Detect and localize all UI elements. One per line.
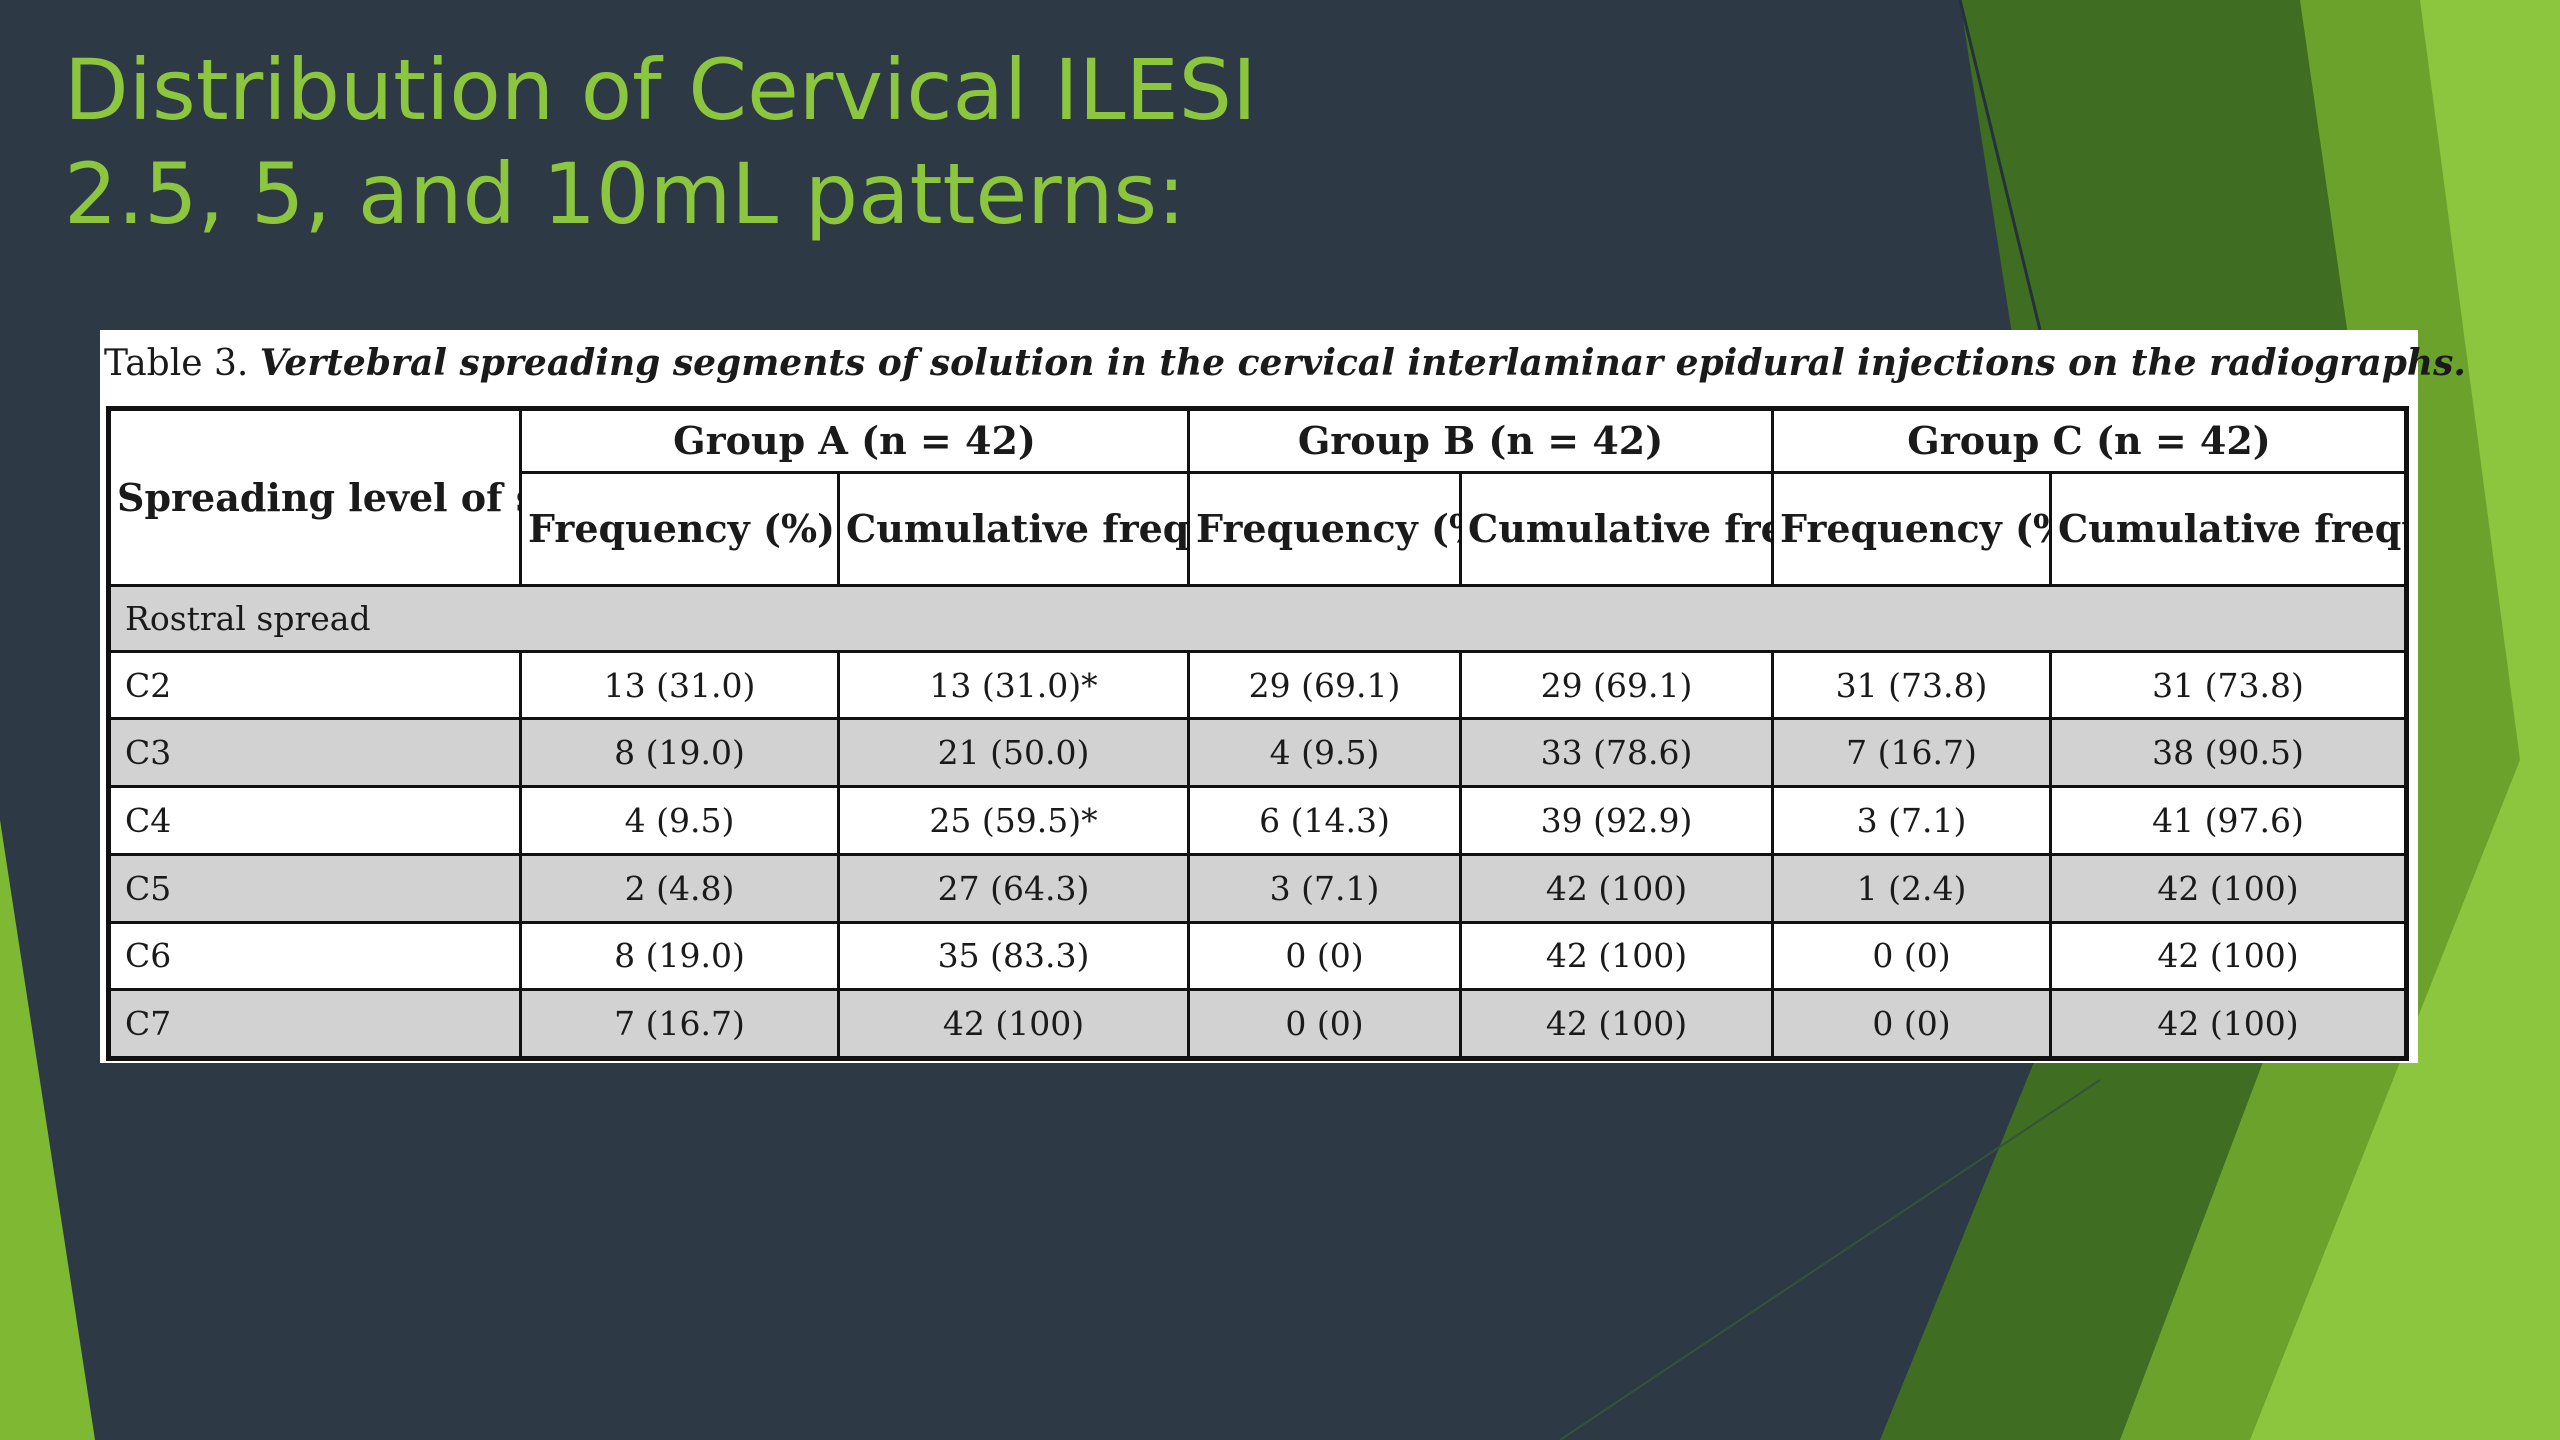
data-cell: 1 (2.4) xyxy=(1771,852,2053,924)
subheader-row: Frequency (%) Cumulative frequency (%) F… xyxy=(109,471,2409,587)
spreading-table: Spreading level of spine Group A (n = 42… xyxy=(106,406,2410,1061)
data-cell: 29 (69.1) xyxy=(1187,649,1463,721)
table-row: C2 13 (31.0) 13 (31.0)* 29 (69.1) 29 (69… xyxy=(107,649,2409,721)
data-cell: 31 (73.8) xyxy=(2049,649,2409,721)
level-header: Spreading level of spine xyxy=(107,407,522,587)
cum-header: Cumulative frequency (%) xyxy=(836,471,1191,587)
slide-title-line-2: 2.5, 5, and 10mL patterns: xyxy=(64,145,1186,243)
table-row: C4 4 (9.5) 25 (59.5)* 6 (14.3) 39 (92.9)… xyxy=(107,785,2409,856)
data-cell: 8 (19.0) xyxy=(519,920,840,992)
data-cell: 38 (90.5) xyxy=(2049,717,2409,789)
data-cell: 2 (4.8) xyxy=(519,852,840,924)
data-cell: 31 (73.8) xyxy=(1771,649,2053,721)
data-cell: 42 (100) xyxy=(2049,988,2409,1060)
data-cell: 0 (0) xyxy=(1187,988,1463,1060)
level-cell: C4 xyxy=(107,785,522,856)
group-b-header: Group B (n = 42) xyxy=(1187,407,1775,474)
table-caption: Table 3. Vertebral spreading segments of… xyxy=(104,338,2466,388)
level-cell: C6 xyxy=(107,920,522,992)
data-cell: 6 (14.3) xyxy=(1187,785,1463,856)
cum-header: Cumulative frequency (%) xyxy=(1459,471,1775,587)
data-cell: 7 (16.7) xyxy=(1771,717,2053,789)
level-cell: C7 xyxy=(107,988,522,1060)
data-cell: 3 (7.1) xyxy=(1187,852,1463,924)
slide-title: Distribution of Cervical ILESI 2.5, 5, a… xyxy=(64,38,1257,246)
section-row: Rostral spread xyxy=(106,584,2409,653)
data-cell: 3 (7.1) xyxy=(1771,785,2053,856)
table-row: C3 8 (19.0) 21 (50.0) 4 (9.5) 33 (78.6) … xyxy=(107,717,2409,789)
table-row: C6 8 (19.0) 35 (83.3) 0 (0) 42 (100) 0 (… xyxy=(107,920,2409,992)
table-row: C7 7 (16.7) 42 (100) 0 (0) 42 (100) 0 (0… xyxy=(107,988,2409,1060)
section-label: Rostral spread xyxy=(106,584,2409,653)
data-cell: 0 (0) xyxy=(1187,920,1463,992)
data-cell: 4 (9.5) xyxy=(519,785,840,856)
freq-header: Frequency (%) xyxy=(1187,471,1463,587)
level-cell: C2 xyxy=(107,649,522,721)
data-cell: 0 (0) xyxy=(1771,920,2053,992)
cum-header: Cumulative frequency (%) xyxy=(2049,471,2409,587)
group-c-header: Group C (n = 42) xyxy=(1771,407,2409,474)
data-cell: 25 (59.5)* xyxy=(836,785,1191,856)
table-row: C5 2 (4.8) 27 (64.3) 3 (7.1) 42 (100) 1 … xyxy=(107,852,2409,924)
table-caption-label: Table 3. xyxy=(104,343,249,384)
freq-header: Frequency (%) xyxy=(519,471,840,587)
table-caption-text: Vertebral spreading segments of solution… xyxy=(259,342,2466,384)
data-cell: 7 (16.7) xyxy=(519,988,840,1060)
level-cell: C5 xyxy=(107,852,522,924)
data-cell: 35 (83.3) xyxy=(836,920,1191,992)
group-a-header: Group A (n = 42) xyxy=(518,407,1191,474)
data-cell: 42 (100) xyxy=(836,988,1191,1060)
data-cell: 13 (31.0)* xyxy=(836,649,1191,721)
data-cell: 0 (0) xyxy=(1771,988,2053,1060)
data-cell: 42 (100) xyxy=(1459,920,1775,992)
data-cell: 13 (31.0) xyxy=(519,649,840,721)
data-cell: 42 (100) xyxy=(1459,852,1775,924)
left-green-shape xyxy=(0,820,95,1440)
data-cell: 42 (100) xyxy=(2049,852,2409,924)
table-image-panel: Table 3. Vertebral spreading segments of… xyxy=(100,330,2466,1063)
group-header-row: Spreading level of spine Group A (n = 42… xyxy=(107,407,2409,587)
data-cell: 4 (9.5) xyxy=(1187,717,1463,789)
level-cell: C3 xyxy=(107,717,522,789)
data-cell: 42 (100) xyxy=(1459,988,1775,1060)
data-cell: 41 (97.6) xyxy=(2049,785,2409,856)
data-cell: 39 (92.9) xyxy=(1459,785,1775,856)
data-cell: 29 (69.1) xyxy=(1459,649,1775,721)
data-cell: 21 (50.0) xyxy=(836,717,1191,789)
data-cell: 33 (78.6) xyxy=(1459,717,1775,789)
slide-title-line-1: Distribution of Cervical ILESI xyxy=(64,41,1257,139)
right-light-green-shape xyxy=(2250,0,2560,1440)
freq-header: Frequency (%) xyxy=(1771,471,2053,587)
data-cell: 42 (100) xyxy=(2049,920,2409,992)
data-cell: 27 (64.3) xyxy=(836,852,1191,924)
data-cell: 8 (19.0) xyxy=(519,717,840,789)
